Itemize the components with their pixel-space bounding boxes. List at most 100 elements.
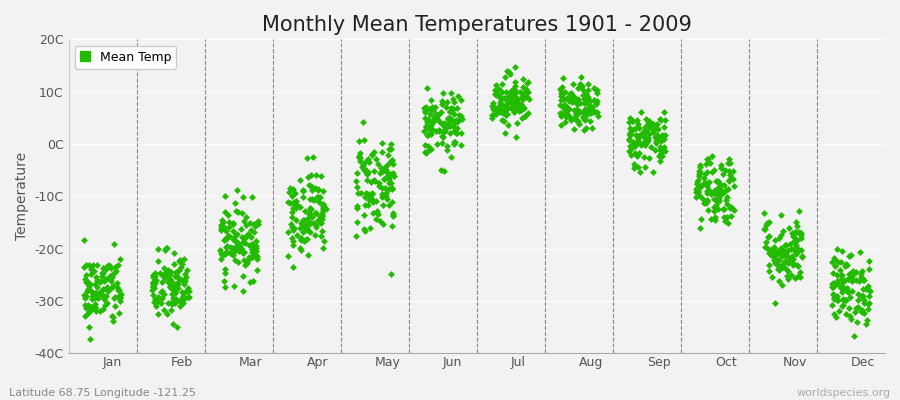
Point	[824, 259, 839, 265]
Point	[311, 187, 326, 194]
Point	[708, 178, 723, 184]
Point	[723, 205, 737, 212]
Point	[641, 123, 655, 129]
Point	[77, 313, 92, 319]
Point	[712, 184, 726, 190]
Point	[639, 128, 653, 134]
Point	[359, 177, 374, 183]
Point	[157, 307, 171, 314]
Point	[147, 285, 161, 291]
Point	[248, 245, 263, 251]
Point	[518, 94, 533, 100]
Point	[631, 133, 645, 140]
Point	[769, 237, 783, 243]
Point	[295, 217, 310, 223]
Point	[501, 99, 516, 105]
Point	[158, 246, 173, 253]
Point	[648, 124, 662, 131]
Point	[314, 173, 328, 180]
Point	[771, 278, 786, 285]
Point	[699, 182, 714, 189]
Point	[767, 244, 781, 250]
Point	[162, 272, 176, 278]
Point	[316, 202, 330, 209]
Point	[312, 194, 327, 200]
Point	[784, 246, 798, 252]
Point	[567, 94, 581, 101]
Point	[353, 158, 367, 164]
Point	[146, 274, 160, 280]
Point	[788, 239, 803, 246]
Point	[581, 86, 596, 93]
Point	[712, 186, 726, 192]
Point	[454, 142, 468, 148]
Point	[145, 287, 159, 293]
Point	[302, 220, 317, 226]
Point	[417, 104, 431, 111]
Point	[572, 80, 587, 87]
Point	[654, 116, 669, 123]
Point	[707, 166, 722, 173]
Point	[429, 128, 444, 134]
Point	[702, 187, 716, 194]
Point	[553, 86, 567, 92]
Point	[364, 190, 379, 197]
Point	[222, 233, 237, 239]
Point	[178, 278, 193, 284]
Point	[102, 262, 116, 268]
Point	[308, 210, 322, 216]
Point	[313, 220, 328, 226]
Point	[182, 294, 196, 300]
Point	[488, 91, 502, 97]
Point	[103, 273, 117, 280]
Point	[380, 196, 394, 203]
Point	[637, 128, 652, 134]
Point	[302, 215, 316, 222]
Point	[775, 253, 789, 260]
Point	[500, 68, 515, 74]
Point	[90, 284, 104, 290]
Point	[422, 147, 436, 153]
Point	[167, 288, 182, 295]
Point	[150, 298, 165, 304]
Point	[621, 147, 635, 154]
Point	[829, 246, 843, 252]
Point	[705, 153, 719, 159]
Point	[566, 92, 580, 99]
Point	[840, 288, 854, 294]
Point	[248, 248, 263, 254]
Point	[846, 270, 860, 277]
Point	[236, 194, 250, 200]
Point	[790, 223, 805, 229]
Point	[838, 263, 852, 269]
Point	[214, 222, 229, 228]
Point	[357, 167, 372, 173]
Point	[774, 232, 788, 238]
Point	[589, 86, 603, 93]
Point	[434, 167, 448, 174]
Point	[241, 230, 256, 237]
Point	[637, 153, 652, 160]
Point	[148, 277, 163, 284]
Point	[293, 177, 308, 184]
Point	[836, 296, 850, 302]
Point	[499, 95, 513, 102]
Point	[248, 249, 262, 256]
Point	[854, 274, 868, 280]
Point	[638, 128, 652, 134]
Point	[371, 161, 385, 168]
Point	[357, 159, 372, 165]
Point	[94, 270, 109, 276]
Point	[578, 117, 592, 124]
Point	[441, 115, 455, 122]
Point	[788, 229, 803, 236]
Point	[832, 308, 847, 314]
Point	[94, 288, 108, 294]
Point	[774, 262, 788, 268]
Point	[855, 309, 869, 315]
Point	[441, 121, 455, 128]
Point	[780, 267, 795, 274]
Point	[825, 284, 840, 291]
Point	[700, 188, 715, 194]
Point	[713, 191, 727, 197]
